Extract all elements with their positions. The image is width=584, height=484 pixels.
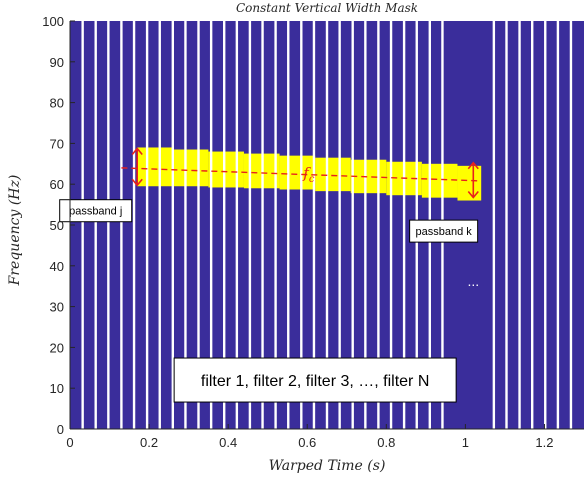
x-axis-label: Warped Time (s) — [269, 458, 386, 474]
arrow-head-bottom — [467, 190, 479, 199]
passband-segment — [137, 147, 173, 187]
annotation-box — [173, 357, 457, 403]
x-tick-label: 0.4 — [219, 435, 237, 450]
y-tick-label: 50 — [50, 218, 64, 233]
y-tick-label: 60 — [50, 177, 64, 192]
annotation-passband-j: passband j — [59, 199, 133, 223]
y-tick-label: 80 — [50, 96, 64, 111]
annotation-filter-list: filter 1, filter 2, filter 3, …, filter … — [173, 357, 457, 403]
x-tick-label: 1.2 — [535, 435, 553, 450]
bandwidth-arrow — [131, 147, 143, 187]
annotation-box — [409, 219, 479, 243]
center-frequency-line — [121, 167, 482, 182]
chart-title: Constant Vertical Width Mask — [236, 1, 418, 15]
x-tick-label: 0 — [66, 435, 73, 450]
x-tick-label: 0.6 — [298, 435, 316, 450]
x-tick-label: 0.2 — [140, 435, 158, 450]
annotation-text: passband j — [69, 206, 122, 218]
arrow-head-top — [467, 161, 479, 170]
passband-segment — [172, 149, 209, 187]
passband-segment — [457, 165, 482, 201]
y-tick-label: 10 — [50, 381, 64, 396]
passband-segment — [208, 151, 244, 188]
bandwidth-arrow — [467, 161, 479, 199]
y-tick-label: 20 — [50, 340, 64, 355]
y-tick-label: 90 — [50, 55, 64, 70]
y-tick-label: 40 — [50, 259, 64, 274]
annotation-passband-k: passband k — [409, 219, 479, 243]
annotation-box — [59, 199, 133, 223]
annotation-text: passband k — [416, 226, 473, 238]
arrow-head-top — [131, 147, 143, 155]
y-tick-label: 70 — [50, 136, 64, 151]
passband-segment — [279, 155, 316, 190]
y-tick-label: 30 — [50, 300, 64, 315]
y-axis-label: Frequency (Hz) — [7, 175, 23, 287]
y-tick-label: 0 — [57, 422, 64, 437]
annotation-ellipsis: ... — [467, 273, 479, 289]
passband-segment — [421, 163, 458, 198]
annotation-text: filter 1, filter 2, filter 3, …, filter … — [201, 373, 430, 390]
axes: 0 0.2 0.4 0.6 0.8 1 1.2 0 10 20 30 40 50 60 70 80 90 100 — [42, 14, 584, 450]
x-tick-label: 0.8 — [377, 435, 395, 450]
y-tick-label: 100 — [42, 14, 64, 29]
passband-segment — [315, 157, 351, 192]
arrow-head-bottom — [131, 178, 143, 187]
x-tick-label: 1 — [462, 435, 469, 450]
